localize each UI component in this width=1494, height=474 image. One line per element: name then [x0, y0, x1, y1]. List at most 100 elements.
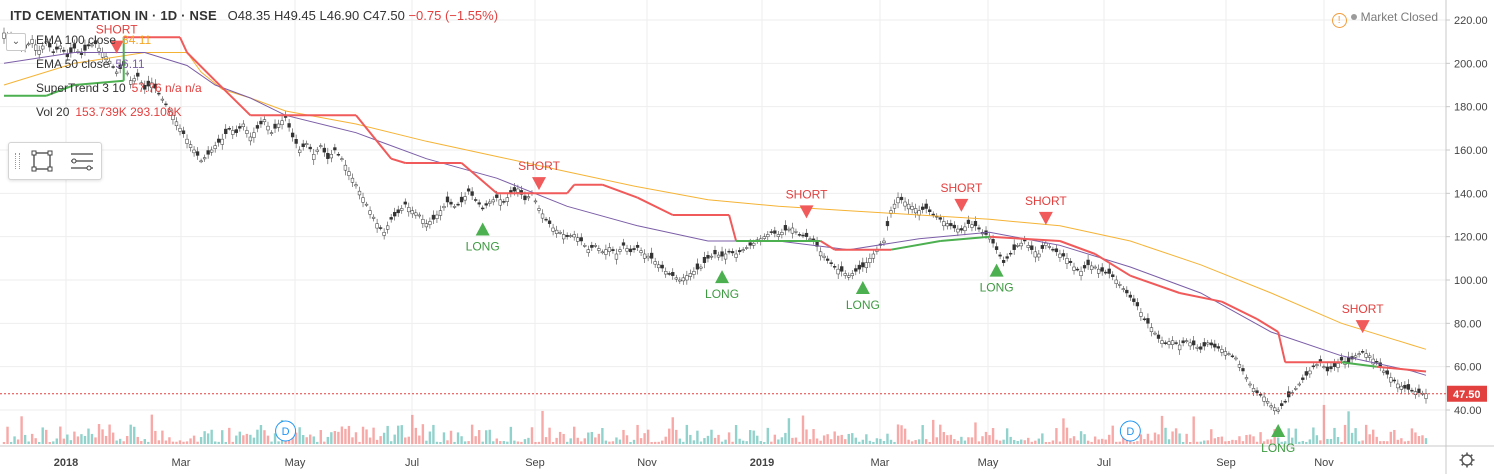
- ema50-line: [3, 52, 1427, 376]
- short-signal-marker: [1355, 320, 1370, 334]
- candle-body: [174, 121, 179, 127]
- volume-bar: [1400, 438, 1403, 444]
- candle-body: [1322, 366, 1326, 368]
- candle-body: [579, 237, 583, 242]
- legend-ema50[interactable]: EMA 50 close 56.11: [36, 57, 145, 71]
- candle-body: [664, 271, 668, 275]
- volume-bar: [1051, 440, 1055, 444]
- volume-bar: [277, 441, 280, 444]
- candle-body: [319, 145, 323, 147]
- legend-volume[interactable]: Vol 20 153.739K 293.108K: [36, 105, 181, 119]
- candle-body: [1177, 344, 1182, 351]
- dividend-icon[interactable]: [1119, 420, 1141, 442]
- volume-bar: [1220, 436, 1224, 444]
- volume-bar: [287, 438, 291, 444]
- candle-body: [681, 277, 685, 282]
- volume-bar: [1118, 441, 1121, 444]
- volume-bar: [650, 441, 653, 444]
- candle-body: [470, 191, 474, 196]
- candle-body: [671, 272, 675, 276]
- symbol-title[interactable]: ITD CEMENTATION IN · 1D · NSE: [10, 8, 217, 23]
- volume-bar: [1136, 441, 1139, 444]
- volume-bar: [558, 431, 562, 444]
- volume-bar: [66, 434, 69, 444]
- candle-body: [1111, 274, 1115, 277]
- volume-bar: [1037, 438, 1041, 444]
- volume-bar: [1262, 441, 1266, 444]
- dividend-icon[interactable]: [275, 420, 297, 442]
- candle-body: [382, 232, 386, 236]
- candle-body: [1237, 364, 1242, 368]
- volume-bar: [1322, 404, 1326, 444]
- candle-body: [1026, 245, 1030, 248]
- candle-body: [737, 250, 742, 253]
- legend-supertrend[interactable]: SuperTrend 3 10 57.76 n/a n/a: [36, 81, 202, 95]
- candle-body: [1139, 312, 1143, 317]
- volume-bar: [1350, 432, 1354, 444]
- candle-body: [1153, 332, 1157, 335]
- gear-icon[interactable]: [1459, 452, 1475, 468]
- candle-body: [1100, 267, 1104, 272]
- volume-bar: [1132, 441, 1136, 444]
- long-signal-label: LONG: [705, 287, 739, 301]
- volume-bar: [319, 430, 322, 444]
- volume-bar: [228, 427, 231, 444]
- candle-body: [864, 262, 869, 269]
- candle-body: [1037, 253, 1041, 258]
- candle-body: [403, 201, 407, 205]
- candle-body: [931, 213, 935, 216]
- candle-body: [1104, 271, 1108, 274]
- warning-icon: !: [1331, 13, 1347, 28]
- short-signal-marker: [799, 205, 814, 219]
- volume-bar: [90, 433, 94, 444]
- volume-bar: [256, 429, 259, 444]
- candle-body: [618, 249, 622, 252]
- volume-bar: [1396, 439, 1400, 444]
- volume-bar: [1294, 428, 1297, 444]
- volume-bar: [1079, 431, 1083, 444]
- volume-bar: [692, 440, 696, 444]
- candle-body: [808, 238, 812, 241]
- candle-body: [1255, 390, 1259, 393]
- legend-collapse-toggle[interactable]: ⌄: [6, 33, 26, 51]
- market-status-text: Market Closed: [1360, 10, 1438, 24]
- volume-bar: [393, 434, 396, 444]
- candle-body: [488, 201, 492, 204]
- volume-bar: [882, 441, 886, 444]
- candle-body: [1304, 371, 1308, 376]
- volume-bar: [1298, 441, 1301, 444]
- volume-bar: [896, 424, 900, 444]
- legend-ema100[interactable]: EMA 100 close 84.11: [36, 33, 151, 47]
- candle-body: [386, 225, 390, 230]
- candle-body: [157, 92, 161, 95]
- candle-body: [55, 46, 59, 50]
- volume-bar: [488, 429, 491, 444]
- volume-bar: [611, 441, 615, 444]
- candle-body: [773, 230, 777, 234]
- volume-bar: [995, 439, 998, 444]
- candle-body: [1170, 340, 1175, 345]
- candle-body: [213, 145, 217, 149]
- supertrend-segment: [637, 196, 674, 216]
- volume-bar: [1287, 428, 1290, 444]
- candle-body: [72, 43, 77, 49]
- volume-bar: [787, 418, 791, 444]
- short-signal-label: SHORT: [940, 181, 982, 195]
- volume-bar: [1234, 440, 1238, 444]
- drag-handle[interactable]: [15, 153, 20, 169]
- candle-body: [1230, 355, 1235, 358]
- candle-body: [266, 125, 270, 131]
- rectangle-tool-icon[interactable]: [31, 150, 53, 172]
- volume-bar: [724, 439, 727, 444]
- candle-body: [885, 221, 890, 227]
- list-tool-icon[interactable]: [69, 150, 95, 172]
- candle-body: [435, 214, 439, 219]
- candle-body: [797, 234, 802, 236]
- volume-bar: [1315, 435, 1319, 444]
- volume-bar: [210, 429, 213, 444]
- volume-bar: [463, 441, 467, 444]
- market-status[interactable]: ! Market Closed: [1331, 10, 1438, 28]
- candle-body: [347, 171, 351, 176]
- volume-bar: [1069, 438, 1072, 444]
